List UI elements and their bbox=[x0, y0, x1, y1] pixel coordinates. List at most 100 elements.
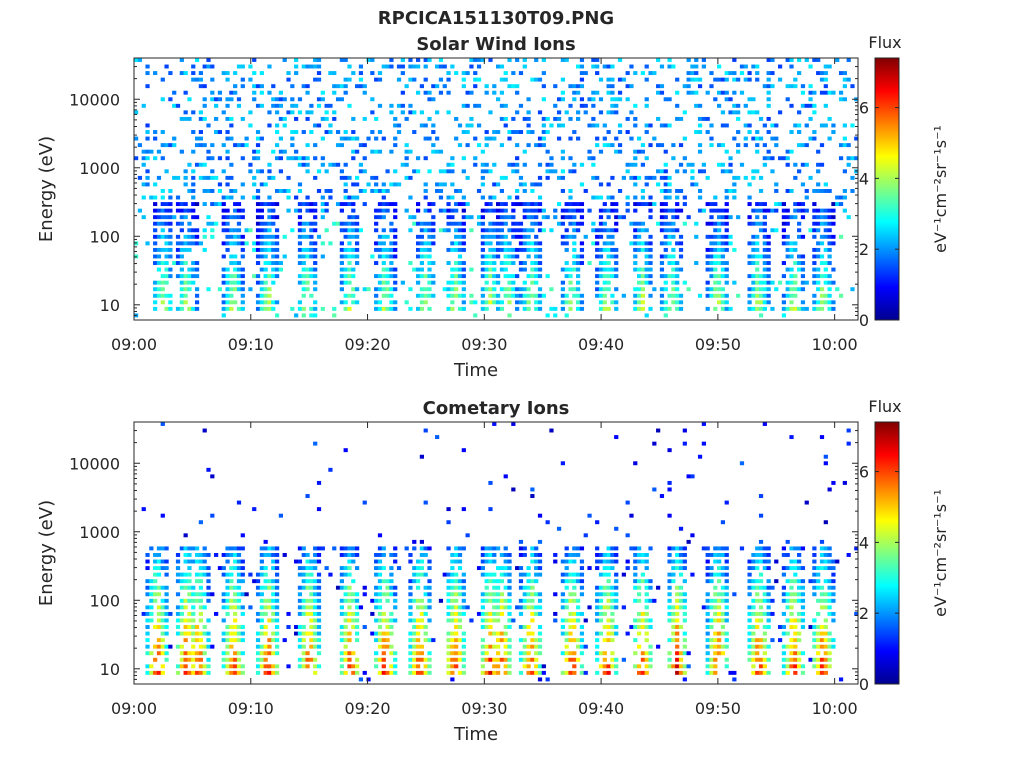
heatmap-cell bbox=[572, 638, 577, 643]
heatmap-cell bbox=[553, 611, 558, 616]
heatmap-cell bbox=[255, 169, 261, 174]
heatmap-cell bbox=[271, 592, 276, 597]
heatmap-cell bbox=[198, 520, 203, 525]
heatmap-cell bbox=[457, 611, 463, 616]
heatmap-cell bbox=[153, 625, 158, 629]
heatmap-cell bbox=[267, 221, 272, 226]
heatmap-cell bbox=[522, 625, 527, 629]
heatmap-cell bbox=[499, 241, 505, 246]
heatmap-cell bbox=[568, 631, 573, 636]
heatmap-cell bbox=[412, 130, 417, 134]
heatmap-cell bbox=[614, 585, 619, 590]
heatmap-cell bbox=[427, 670, 432, 675]
heatmap-cell bbox=[755, 241, 760, 246]
heatmap-cell bbox=[808, 103, 813, 108]
heatmap-cell bbox=[370, 149, 375, 154]
heatmap-cell bbox=[789, 149, 794, 154]
heatmap-cell bbox=[362, 143, 367, 148]
heatmap-cell bbox=[480, 287, 485, 292]
heatmap-cell bbox=[549, 123, 554, 128]
heatmap-cell bbox=[233, 625, 238, 629]
heatmap-cell bbox=[393, 559, 398, 564]
heatmap-cell bbox=[709, 254, 714, 259]
heatmap-cell bbox=[556, 202, 562, 207]
heatmap-cell bbox=[755, 287, 760, 292]
heatmap-cell bbox=[812, 221, 817, 226]
heatmap-cell bbox=[355, 175, 360, 180]
heatmap-cell bbox=[659, 494, 665, 498]
heatmap-cell bbox=[309, 202, 314, 207]
heatmap-cell bbox=[541, 130, 546, 134]
heatmap-cell bbox=[214, 175, 219, 180]
heatmap-cell bbox=[678, 116, 684, 121]
heatmap-cell bbox=[503, 631, 508, 636]
heatmap-cell bbox=[457, 202, 463, 207]
heatmap-cell bbox=[762, 546, 767, 551]
heatmap-cell bbox=[758, 572, 764, 577]
heatmap-cell bbox=[705, 625, 710, 629]
heatmap-cell bbox=[800, 234, 806, 239]
heatmap-cell bbox=[530, 618, 535, 623]
heatmap-cell bbox=[309, 592, 314, 597]
heatmap-cell bbox=[263, 598, 268, 603]
heatmap-cell bbox=[461, 208, 466, 213]
heatmap-cell bbox=[274, 143, 280, 148]
heatmap-cell bbox=[602, 123, 607, 128]
heatmap-cell bbox=[720, 592, 726, 597]
heatmap-cell bbox=[309, 585, 314, 590]
heatmap-cell bbox=[678, 585, 684, 590]
heatmap-cell bbox=[313, 664, 318, 669]
heatmap-cell bbox=[595, 553, 600, 557]
heatmap-cell bbox=[659, 306, 665, 311]
heatmap-cell bbox=[187, 306, 192, 311]
heatmap-cell bbox=[633, 638, 638, 643]
heatmap-cell bbox=[667, 664, 672, 669]
heatmap-cell bbox=[720, 261, 726, 265]
heatmap-cell bbox=[160, 513, 165, 518]
heatmap-cell bbox=[503, 474, 508, 479]
heatmap-cell bbox=[385, 267, 390, 272]
heatmap-cell bbox=[797, 287, 802, 292]
heatmap-cell bbox=[271, 208, 276, 213]
heatmap-cell bbox=[564, 247, 569, 252]
heatmap-cell bbox=[515, 169, 520, 174]
heatmap-cell bbox=[499, 598, 505, 603]
heatmap-cell bbox=[301, 631, 306, 636]
heatmap-cell bbox=[259, 651, 264, 656]
heatmap-cell bbox=[831, 90, 836, 95]
heatmap-cell bbox=[427, 90, 432, 95]
heatmap-cell bbox=[465, 175, 470, 180]
heatmap-cell bbox=[423, 428, 428, 433]
heatmap-cell bbox=[572, 241, 577, 246]
heatmap-cell bbox=[431, 215, 436, 220]
heatmap-cell bbox=[701, 58, 706, 62]
heatmap-cell bbox=[823, 71, 828, 76]
heatmap-cell bbox=[675, 605, 680, 610]
heatmap-cell bbox=[290, 228, 295, 233]
heatmap-cell bbox=[457, 293, 463, 298]
heatmap-cell bbox=[518, 175, 524, 180]
heatmap-cell bbox=[663, 202, 668, 207]
heatmap-cell bbox=[560, 651, 565, 656]
heatmap-cell bbox=[160, 77, 165, 82]
heatmap-cell bbox=[339, 97, 344, 102]
heatmap-cell bbox=[191, 149, 196, 154]
heatmap-cell bbox=[225, 221, 230, 226]
heatmap-cell bbox=[164, 306, 169, 311]
heatmap-cell bbox=[576, 280, 581, 285]
heatmap-cell bbox=[496, 566, 501, 571]
heatmap-cell bbox=[720, 572, 726, 577]
heatmap-cell bbox=[724, 221, 729, 226]
heatmap-cell bbox=[225, 287, 230, 292]
x-tick-label: 09:40 bbox=[578, 699, 624, 718]
heatmap-cell bbox=[194, 592, 200, 597]
heatmap-cell bbox=[457, 670, 463, 675]
heatmap-cell bbox=[576, 64, 581, 69]
heatmap-cell bbox=[194, 625, 200, 629]
heatmap-cell bbox=[526, 625, 531, 629]
heatmap-cell bbox=[442, 84, 447, 89]
heatmap-cell bbox=[461, 215, 466, 220]
heatmap-cell bbox=[762, 84, 767, 89]
heatmap-cell bbox=[198, 579, 203, 584]
heatmap-cell bbox=[316, 64, 322, 69]
